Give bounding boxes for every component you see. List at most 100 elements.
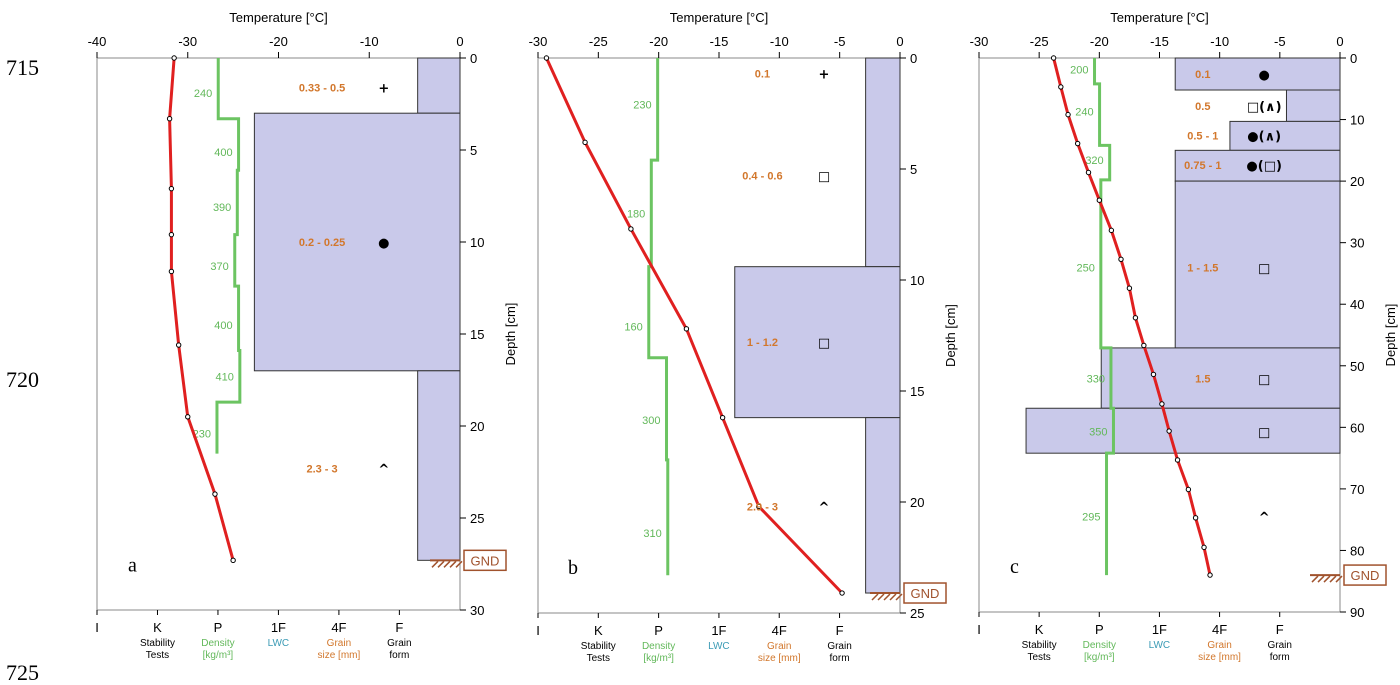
panel-b-layer bbox=[865, 57, 901, 268]
panel-c-temperature-point bbox=[1159, 401, 1165, 407]
panel-b-temperature-point bbox=[582, 139, 588, 146]
panel-a-hardness-tick-label: 4F bbox=[331, 620, 346, 635]
panel-a-ground-box bbox=[463, 549, 507, 572]
panel-c-temperature-point bbox=[1108, 227, 1115, 234]
panel-c-layer bbox=[1229, 120, 1341, 151]
panel-c-ground-box bbox=[1343, 564, 1387, 586]
panel-a-density-label: 390 bbox=[213, 202, 231, 214]
panel-b-density-label: 180 bbox=[627, 208, 645, 220]
panel-b-y-tick-label: 15 bbox=[910, 384, 924, 399]
panel-c-y-tick-label: 0 bbox=[1350, 51, 1357, 66]
panel-b-layer bbox=[734, 266, 901, 419]
panel-c-temperature-point bbox=[1085, 169, 1092, 176]
panel-c-layer bbox=[1174, 57, 1341, 91]
panel-a-temperature-point bbox=[168, 268, 175, 275]
panel-b-temperature-point bbox=[839, 590, 845, 596]
panel-c-grain-form-symbol: □ bbox=[1258, 261, 1270, 276]
panel-b-hardness-tick-label: 4F bbox=[772, 623, 787, 638]
panel-b-bottom-label: Grain bbox=[767, 641, 791, 652]
panel-a-temperature-point bbox=[185, 414, 191, 420]
panel-c-bottom-label: Density bbox=[1083, 640, 1116, 651]
panel-c-bottom-label: form bbox=[1270, 652, 1290, 663]
panel-c-y-tick-label: 80 bbox=[1350, 543, 1364, 558]
panel-a-bottom-label: LWC bbox=[268, 638, 289, 649]
panel-b-density-label: 230 bbox=[633, 100, 651, 112]
panel-b-x-tick-label: 0 bbox=[896, 34, 903, 49]
panel-a-hardness-tick-label: 1F bbox=[271, 620, 286, 635]
panel-b-x-tick-label: -20 bbox=[649, 34, 668, 49]
panel-c-ground-hatch bbox=[1335, 575, 1343, 583]
panel-c-x-tick-label: -25 bbox=[1030, 34, 1049, 49]
panel-a-temperature-point bbox=[171, 55, 177, 61]
panel-b-bottom-label: LWC bbox=[708, 641, 729, 652]
panel-b-y-tick-label: 5 bbox=[910, 162, 917, 177]
panel-c-density-line bbox=[1093, 58, 1115, 576]
panel-a-ground-hatch bbox=[449, 560, 457, 568]
panel-b-hardness-tick-label: 1F bbox=[711, 623, 726, 638]
panel-b-temperature-point bbox=[756, 503, 762, 510]
panel-b-y-tick-label: 25 bbox=[910, 606, 924, 621]
panel-a-hardness-tick-label: F bbox=[395, 620, 403, 635]
panel-c-temperature-point bbox=[1150, 371, 1157, 378]
panel-a-density-label: 370 bbox=[210, 261, 228, 273]
panel-b-grain-form-symbol: ^ bbox=[819, 500, 830, 515]
panel-c-temperature-point bbox=[1141, 342, 1147, 349]
panel-a-grain-size-label: 0.2 - 0.25 bbox=[299, 237, 345, 249]
panel-c-grain-form-symbol: ●(∧) bbox=[1247, 130, 1281, 145]
panel-b-hardness-tick-label: P bbox=[654, 623, 663, 638]
panel-b-bottom-label: Stability bbox=[581, 641, 616, 652]
panel-c-layer bbox=[1100, 347, 1341, 409]
panel-a-bottom-label: [kg/m³] bbox=[203, 650, 234, 661]
panel-a-bottom-label: size [mm] bbox=[318, 650, 361, 661]
line-number: 720 bbox=[6, 367, 39, 392]
panel-b-density-label: 160 bbox=[624, 322, 642, 334]
panel-a-density-label: 230 bbox=[193, 428, 211, 440]
panel-a-bottom-label: Grain bbox=[387, 638, 411, 649]
panel-c-grain-size-label: 1.5 bbox=[1195, 374, 1210, 386]
panel-c-temperature-point bbox=[1201, 544, 1207, 551]
panel-b-y-tick-label: 10 bbox=[910, 273, 924, 288]
panel-b-bottom-label: size [mm] bbox=[758, 653, 801, 664]
panel-c-temperature-point bbox=[1118, 256, 1124, 262]
panel-c-density-label: 330 bbox=[1087, 374, 1105, 386]
panel-c-y-tick-label: 70 bbox=[1350, 482, 1364, 497]
panel-b-ground-hatch bbox=[877, 593, 885, 601]
panel-a-x-tick-label: -30 bbox=[178, 34, 197, 49]
panel-b-temperature-point bbox=[628, 226, 634, 232]
panel-b-bottom-label: Tests bbox=[587, 653, 610, 664]
panel-b-ground-hatch bbox=[895, 593, 903, 601]
panel-c-hardness-tick-label: I bbox=[977, 622, 981, 637]
panel-c-y-tick-label: 40 bbox=[1350, 297, 1364, 312]
panel-a-hardness-tick-label: P bbox=[214, 620, 223, 635]
panel-c-density-label: 320 bbox=[1085, 155, 1103, 167]
panel-c-bottom-label: Grain bbox=[1207, 640, 1231, 651]
panel-a-density-label: 400 bbox=[214, 320, 232, 332]
panel-c-bottom-label: Tests bbox=[1027, 652, 1050, 663]
panel-c-hardness-tick-label: F bbox=[1276, 622, 1284, 637]
panel-c-layer bbox=[1174, 180, 1341, 349]
panel-c-y-tick-label: 30 bbox=[1350, 236, 1364, 251]
panel-c-density-label: 350 bbox=[1089, 427, 1107, 439]
panel-c-grain-size-label: 0.5 - 1 bbox=[1187, 131, 1218, 143]
panel-c-x-tick-label: -5 bbox=[1274, 34, 1286, 49]
panel-c-temperature-point bbox=[1207, 572, 1213, 578]
panel-c-x-tick-label: -30 bbox=[970, 34, 989, 49]
panel-c-temperature-point bbox=[1050, 55, 1057, 61]
panel-c-bottom-label: size [mm] bbox=[1198, 652, 1241, 663]
panel-a-y-tick-label: 10 bbox=[470, 235, 484, 250]
panel-a-grain-form-symbol: ● bbox=[378, 236, 389, 251]
panel-c-temperature-point bbox=[1174, 457, 1181, 463]
panel-a-y-tick-label: 25 bbox=[470, 511, 484, 526]
panel-b-grain-form-symbol: + bbox=[819, 68, 830, 83]
panel-c-ground-hatch bbox=[1323, 575, 1331, 583]
panel-c-grain-size-label: 0.75 - 1 bbox=[1184, 160, 1221, 172]
panel-c-y-tick-label: 60 bbox=[1350, 420, 1364, 435]
panel-c-temperature-point bbox=[1185, 486, 1192, 493]
panel-c-hardness-tick-label: K bbox=[1035, 622, 1044, 637]
panel-a-hardness-tick-label: K bbox=[153, 620, 162, 635]
panel-c-grain-form-symbol: □ bbox=[1258, 373, 1270, 388]
panel-b-ground-hatch bbox=[889, 593, 897, 601]
panel-c-y-tick-label: 50 bbox=[1350, 359, 1364, 374]
